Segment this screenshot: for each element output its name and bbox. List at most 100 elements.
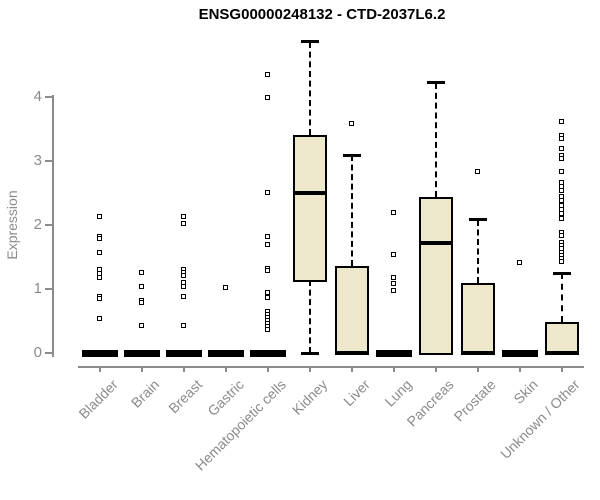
- x-tick-label-lung: Lung: [381, 376, 415, 410]
- flat-box-lung: [376, 350, 412, 357]
- outlier-brain: [139, 300, 144, 306]
- outlier-bladder: [97, 316, 102, 322]
- x-axis-tick: [267, 366, 269, 372]
- outlier-unknown-other: [559, 168, 564, 174]
- x-axis-tick: [477, 366, 479, 372]
- outlier-lung: [391, 280, 396, 286]
- outlier-prostate: [475, 168, 480, 174]
- outlier-hematopoietic-cells: [265, 326, 270, 332]
- outlier-hematopoietic-cells: [265, 289, 270, 295]
- median-pancreas: [419, 240, 453, 245]
- x-axis-tick: [393, 366, 395, 372]
- x-axis-tick: [225, 366, 227, 372]
- outlier-gastric: [223, 284, 228, 290]
- whisker-cap-upper-prostate: [469, 218, 487, 222]
- outlier-liver: [349, 120, 354, 126]
- x-tick-label-prostate: Prostate: [450, 376, 499, 425]
- median-unknown-other: [545, 351, 579, 355]
- whisker-upper-liver: [351, 155, 353, 266]
- outlier-unknown-other: [559, 259, 564, 265]
- median-prostate: [461, 351, 495, 355]
- outlier-breast: [181, 323, 186, 329]
- y-axis-tick: [45, 352, 52, 354]
- x-tick-label-liver: Liver: [339, 376, 373, 410]
- box-kidney: [293, 134, 327, 283]
- whisker-cap-upper-pancreas: [427, 81, 445, 85]
- x-axis-tick: [141, 366, 143, 372]
- flat-box-breast: [166, 350, 202, 357]
- flat-box-brain: [124, 350, 160, 357]
- box-liver: [335, 265, 369, 355]
- outlier-hematopoietic-cells: [265, 241, 270, 247]
- outlier-hematopoietic-cells: [265, 95, 270, 101]
- median-kidney: [293, 191, 327, 195]
- outlier-unknown-other: [559, 215, 564, 221]
- outlier-bladder: [97, 275, 102, 281]
- outlier-bladder: [97, 236, 102, 242]
- whisker-lower-kidney: [309, 280, 311, 353]
- outlier-bladder: [97, 296, 102, 302]
- box-pancreas: [419, 196, 453, 355]
- median-liver: [335, 351, 369, 355]
- whisker-cap-upper-liver: [343, 153, 361, 157]
- outlier-breast: [181, 273, 186, 279]
- chart-title: ENSG00000248132 - CTD-2037L6.2: [198, 6, 446, 23]
- whisker-upper-kidney: [309, 41, 311, 135]
- outlier-unknown-other: [559, 156, 564, 162]
- outlier-breast: [181, 293, 186, 299]
- outlier-skin: [517, 259, 522, 265]
- outlier-breast: [181, 213, 186, 219]
- x-axis-tick: [99, 366, 101, 372]
- whisker-cap-upper-unknown-other: [553, 271, 571, 275]
- whisker-cap-upper-kidney: [301, 40, 319, 44]
- outlier-unknown-other: [559, 118, 564, 124]
- x-axis-tick: [519, 366, 521, 372]
- outlier-lung: [391, 209, 396, 215]
- x-tick-label-skin: Skin: [510, 376, 541, 407]
- y-axis-line: [52, 95, 54, 357]
- x-tick-label-breast: Breast: [164, 376, 205, 417]
- y-tick-label: 0: [33, 344, 42, 361]
- y-axis-tick: [45, 224, 52, 226]
- outlier-hematopoietic-cells: [265, 234, 270, 240]
- outlier-hematopoietic-cells: [265, 190, 270, 195]
- flat-box-hematopoietic-cells: [250, 350, 286, 357]
- outlier-brain: [139, 270, 144, 275]
- y-axis-tick: [45, 288, 52, 290]
- outlier-hematopoietic-cells: [265, 268, 270, 274]
- x-tick-label-unknown-other: Unknown / Other: [497, 376, 583, 462]
- flat-box-bladder: [82, 350, 118, 357]
- outlier-unknown-other: [559, 145, 564, 151]
- whisker-upper-prostate: [477, 219, 479, 284]
- outlier-hematopoietic-cells: [265, 72, 270, 78]
- outlier-unknown-other: [559, 188, 564, 194]
- x-tick-label-bladder: Bladder: [75, 376, 121, 422]
- outlier-unknown-other: [559, 136, 564, 142]
- flat-box-skin: [502, 350, 538, 357]
- y-tick-label: 1: [33, 280, 42, 297]
- x-tick-label-brain: Brain: [128, 376, 163, 411]
- flat-box-gastric: [208, 350, 244, 357]
- outlier-unknown-other: [559, 232, 564, 238]
- outlier-bladder: [97, 213, 102, 219]
- x-axis-tick: [309, 366, 311, 372]
- y-axis-tick: [45, 160, 52, 162]
- box-prostate: [461, 283, 495, 355]
- x-axis-tick: [351, 366, 353, 372]
- x-axis-line: [78, 366, 584, 368]
- x-axis-tick: [561, 366, 563, 372]
- x-axis-tick: [183, 366, 185, 372]
- y-tick-label: 3: [33, 152, 42, 169]
- whisker-upper-pancreas: [435, 82, 437, 197]
- y-tick-label: 4: [33, 88, 42, 105]
- outlier-lung: [391, 287, 396, 293]
- outlier-bladder: [97, 250, 102, 256]
- outlier-lung: [391, 275, 396, 281]
- outlier-hematopoietic-cells: [265, 294, 270, 300]
- whisker-upper-unknown-other: [561, 273, 563, 323]
- y-axis-tick: [45, 96, 52, 98]
- x-axis-tick: [435, 366, 437, 372]
- whisker-cap-lower-kidney: [301, 351, 319, 355]
- outlier-brain: [139, 323, 144, 329]
